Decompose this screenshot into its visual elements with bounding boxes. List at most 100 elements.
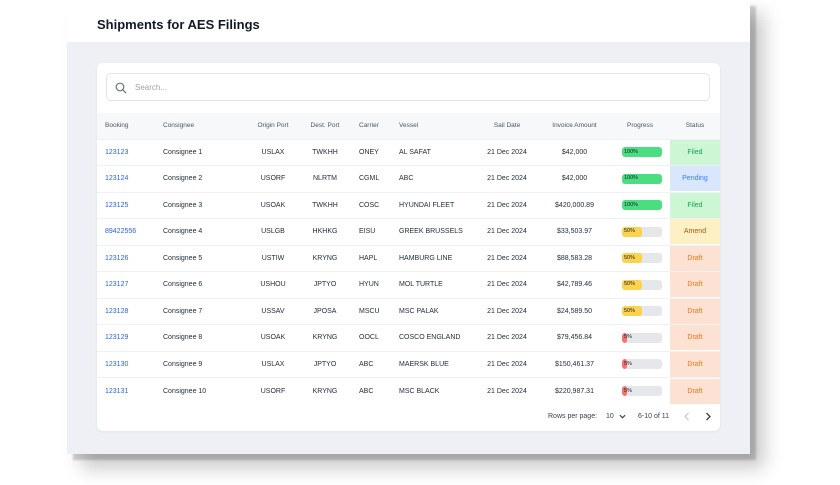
invoice-amount-cell: $42,000 [561,175,588,183]
carrier-cell: COSC [359,201,380,209]
consignee-cell: Consignee 3 [163,201,203,209]
search-input[interactable] [135,82,695,92]
progress-label: 50% [624,228,636,235]
progress-fill [622,173,662,184]
header-sail-date[interactable]: Sail Date [493,122,521,130]
sail-date-cell: 21 Dec 2024 [487,201,527,209]
progress-bar: 100% [622,173,662,184]
progress-bar: 50% [622,226,662,237]
booking-link[interactable]: 123129 [105,334,129,342]
table-row[interactable]: 123126 Consignee 5 USTIW KRYNG HAPL HAMB… [97,245,720,272]
progress-label: 100% [624,175,639,182]
header-progress[interactable]: Progress [626,122,653,130]
status-cell: Draft [670,325,720,352]
carrier-cell: ONEY [359,148,379,156]
consignee-cell: Consignee 2 [163,175,203,183]
sail-date-cell: 21 Dec 2024 [487,228,527,236]
shipments-card: Booking Consignee Origin Port Dest. Port… [97,63,720,431]
status-badge: Draft [670,298,720,324]
booking-link[interactable]: 123123 [105,148,129,156]
origin-port-cell: USHOU [260,281,286,289]
booking-link[interactable]: 123128 [105,307,129,315]
consignee-cell: Consignee 7 [163,307,203,315]
progress-fill [622,386,627,396]
progress-bar: 50% [622,279,662,290]
progress-fill [622,147,662,158]
table-row[interactable]: 123123 Consignee 1 USLAX TWKHH ONEY AL S… [97,139,720,166]
table-row[interactable]: 123127 Consignee 6 USHOU JPTYO HYUN MOL … [97,271,720,299]
progress-label: 50% [624,254,636,261]
table-row[interactable]: 123128 Consignee 7 USSAV JPOSA MSCU MSC … [97,298,720,325]
carrier-cell: OOCL [359,334,379,342]
booking-link[interactable]: 123131 [105,387,129,395]
dest-port-cell: TWKHH [312,148,338,156]
progress-cell: 50% [610,272,670,299]
progress-bar: 5% [622,386,662,396]
consignee-cell: Consignee 10 [163,387,207,395]
progress-bar: 5% [622,332,662,343]
origin-port-cell: USLAX [261,148,285,156]
table-header-row: Booking Consignee Origin Port Dest. Port… [97,113,720,139]
header-invoice-amount[interactable]: Invoice Amount [552,122,597,130]
table-row[interactable]: 123131 Consignee 10 USORF KRYNG ABC MSC … [97,377,720,405]
chevron-down-icon[interactable] [619,413,626,422]
dest-port-cell: JPTYO [313,360,337,368]
progress-label: 5% [624,360,632,367]
booking-link[interactable]: 123125 [105,201,129,209]
invoice-amount-cell: $420,000.89 [555,201,594,209]
vessel-cell: COSCO ENGLAND [399,334,461,342]
status-cell: Draft [670,272,720,299]
rows-per-page-select[interactable]: 10 [606,413,614,420]
table-row[interactable]: 89422556 Consignee 4 USLGB HKHKG EISU GR… [97,218,720,246]
status-cell: Filed [670,139,720,166]
carrier-cell: HYUN [359,281,379,289]
progress-bar: 50% [622,306,662,317]
booking-link[interactable]: 123130 [105,360,129,368]
pagination: Rows per page: 10 6-10 of 11 [97,407,720,427]
status-badge: Filed [670,192,720,218]
header-vessel[interactable]: Vessel [399,122,419,130]
origin-port-cell: USTIW [261,254,285,262]
header-carrier[interactable]: Carrier [359,122,379,130]
progress-cell: 100% [610,139,670,166]
origin-port-cell: USSAV [261,307,285,315]
status-cell: Draft [670,378,720,405]
chevron-right-icon[interactable] [704,412,712,424]
table-row[interactable]: 123124 Consignee 2 USORF NLRTM CGML ABC … [97,165,720,193]
booking-link[interactable]: 123127 [105,281,129,289]
progress-fill [622,306,642,317]
origin-port-cell: USLAX [261,360,285,368]
progress-fill [622,253,642,264]
vessel-cell: MOL TURTLE [399,281,443,289]
sail-date-cell: 21 Dec 2024 [487,387,527,395]
progress-cell: 50% [610,298,670,325]
booking-link[interactable]: 89422556 [105,228,137,236]
status-badge: Pending [670,166,720,192]
booking-link[interactable]: 123124 [105,175,129,183]
progress-cell: 50% [610,245,670,272]
header-booking[interactable]: Booking [105,122,129,130]
progress-fill [622,332,627,343]
header-origin-port[interactable]: Origin Port [257,122,289,130]
invoice-amount-cell: $42,000 [561,148,588,156]
consignee-cell: Consignee 1 [163,148,203,156]
header-status[interactable]: Status [685,122,705,130]
header-consignee[interactable]: Consignee [163,122,195,130]
page-range: 6-10 of 11 [638,413,670,420]
search-box[interactable] [106,73,710,101]
booking-link[interactable]: 123126 [105,254,129,262]
status-badge: Draft [670,325,720,351]
table-row[interactable]: 123129 Consignee 8 USOAK KRYNG OOCL COSC… [97,324,720,352]
sail-date-cell: 21 Dec 2024 [487,254,527,262]
carrier-cell: HAPL [359,254,378,262]
header-dest-port[interactable]: Dest. Port [310,122,340,130]
chevron-left-icon[interactable] [683,412,691,424]
sail-date-cell: 21 Dec 2024 [487,148,527,156]
progress-bar: 100% [622,200,662,211]
consignee-cell: Consignee 9 [163,360,203,368]
status-badge: Draft [670,272,720,298]
table-row[interactable]: 123125 Consignee 3 USOAK TWKHH COSC HYUN… [97,192,720,219]
status-badge: Draft [670,351,720,377]
status-badge: Draft [670,245,720,271]
table-row[interactable]: 123130 Consignee 9 USLAX JPTYO ABC MAERS… [97,351,720,378]
